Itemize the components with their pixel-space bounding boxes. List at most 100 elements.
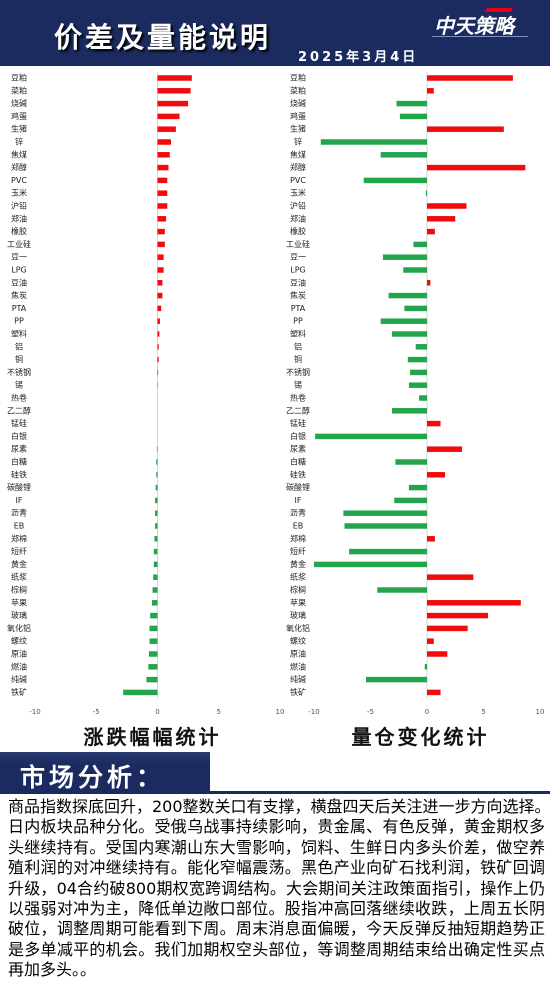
price-change-bar [155,510,158,516]
price-change-category-label: 郑棉 [11,533,27,543]
volume-oi-category-label: 玻璃 [290,610,306,620]
volume-oi-category-label: EB [293,522,304,531]
price-change-chart-title: 涨跌幅幅统计 [83,725,222,749]
volume-oi-bar [427,625,468,632]
price-change-bar [148,664,158,670]
volume-oi-category-label: 玉米 [290,188,306,198]
volume-oi-bar [344,523,427,529]
volume-oi-category-label: 铁矿 [290,687,306,697]
price-change-bar [157,267,164,273]
price-change-x-tick-label: 10 [276,708,285,716]
price-change-category-label: 菜粕 [11,85,27,95]
price-change-category-label: 郑醇 [11,162,27,172]
price-change-category-label: 郑油 [11,213,27,223]
volume-oi-bar [413,241,427,248]
volume-oi-bar [395,459,427,465]
analysis-banner: 市场分析： [0,752,210,794]
price-change-category-label: 锡 [15,381,23,390]
volume-oi-bar [391,331,427,337]
volume-oi-bar [427,420,441,427]
volume-oi-chart-title: 量仓变化统计 [351,725,490,749]
price-change-category-label: 铝 [15,341,23,351]
volume-oi-bar [425,190,427,196]
price-change-bar [157,203,168,209]
volume-oi-category-label: 工业硅 [286,239,310,249]
price-change-x-tick-label: -5 [93,708,100,716]
analysis-line: 日内板块品种分化。受俄乌战事持续影响，贵金属、有色反弹，黄金期权多 [8,817,545,837]
volume-oi-category-label: 白糖 [290,457,306,467]
volume-oi-bar [380,318,427,324]
volume-oi-category-label: 铝 [294,341,302,351]
price-change-bar [157,369,159,376]
price-change-x-tick-label: 0 [155,708,159,716]
analysis-line: 是多单减平的机会。我们加期权空头部位，等调整周期结束给出确定性买点 [8,939,545,959]
volume-oi-bar [427,574,474,580]
volume-oi-category-label: 热卷 [290,393,306,403]
price-change-category-label: 燃油 [11,661,27,671]
price-change-bar [157,356,159,363]
price-change-bar [157,113,180,120]
price-change-bar [157,292,163,299]
volume-oi-category-label: 焦煤 [290,149,306,159]
price-change-bar [154,536,158,542]
price-change-category-label: 烧碱 [11,98,27,108]
volume-oi-category-label: 生猪 [290,124,306,134]
price-change-bar [155,484,158,491]
price-change-bar [157,126,176,132]
volume-oi-bar [427,280,431,286]
volume-oi-category-label: 豆一 [290,253,306,262]
volume-oi-bar [415,344,427,350]
price-change-bar [156,446,158,452]
price-change-bar [155,497,158,504]
volume-oi-category-label: 菜粕 [290,85,306,95]
volume-oi-bar [396,100,427,107]
volume-oi-bar [314,561,427,568]
price-change-category-label: 热卷 [11,393,27,403]
brand-logo: 中天策略 [432,6,536,42]
price-change-category-label: LPG [11,266,26,275]
volume-oi-bar [408,484,427,491]
volume-oi-bar [427,689,441,696]
volume-oi-bar [427,612,489,619]
volume-oi-bar [427,164,526,171]
price-change-bar [148,651,158,657]
analysis-line: 以强弱对冲为主，降低单边敞口部位。股指冲高回落继续收跌，上周五长阴 [8,899,545,919]
volume-oi-category-label: 锌 [294,137,302,147]
price-change-bar [157,228,165,235]
volume-oi-bar [404,305,427,312]
price-change-bar [149,625,158,632]
volume-oi-category-label: 不锈钢 [286,367,310,377]
volume-oi-category-label: 短纤 [290,546,306,556]
price-change-bar [157,190,168,196]
price-change-category-label: IF [16,496,23,505]
price-change-bar [155,523,158,529]
volume-oi-category-label: 黄金 [290,559,306,569]
volume-oi-bar [427,126,504,132]
volume-oi-bar [320,139,427,145]
volume-oi-bar [424,664,427,670]
price-change-bar [156,472,158,478]
volume-oi-bar [349,548,427,555]
volume-oi-category-label: 郑醇 [290,162,306,172]
price-change-category-label: 尿素 [11,444,27,454]
volume-oi-category-label: 豆粕 [290,73,306,83]
volume-oi-category-label: 碳酸锂 [286,482,310,492]
price-change-category-label: 铁矿 [11,687,27,697]
price-change-category-label: 焦煤 [11,149,27,159]
volume-oi-bar [388,292,427,299]
volume-oi-x-tick-label: -5 [367,708,374,716]
volume-oi-bar [427,216,456,222]
volume-oi-category-label: 锡 [294,381,302,390]
price-change-category-label: 沥青 [11,508,27,518]
price-change-category-label: 工业硅 [7,239,31,249]
price-change-bar [157,305,162,312]
volume-oi-category-label: 尿素 [290,444,306,454]
report-date: 2025年3月4日 [298,50,419,65]
volume-oi-bar [419,395,427,401]
price-change-bar [157,88,191,94]
price-change-bar [157,139,171,145]
volume-oi-bar [427,446,463,452]
analysis-line: 再加多头。。 [8,960,97,980]
price-change-bar [123,689,158,696]
